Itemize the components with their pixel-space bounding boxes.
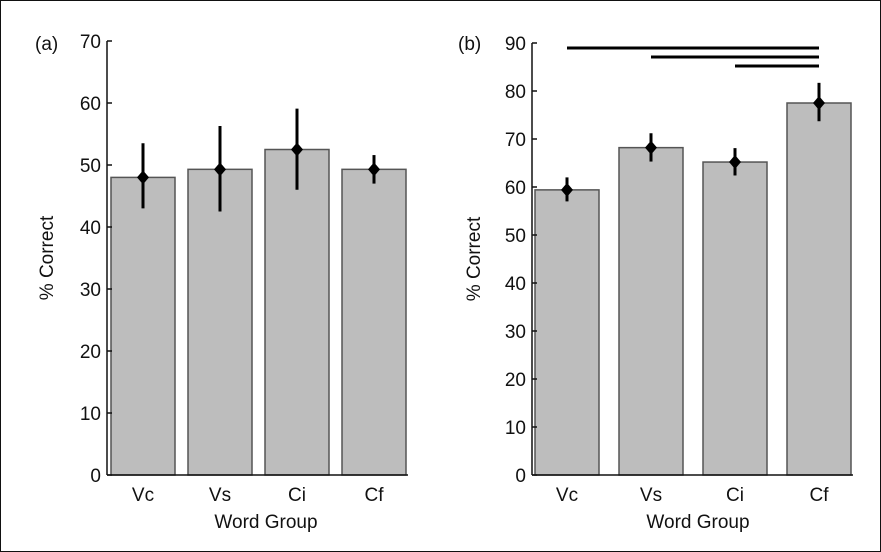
mean-marker (561, 182, 573, 197)
y-tick-label: 70 (80, 32, 101, 53)
y-tick-label: 0 (515, 466, 526, 487)
mean-marker (813, 96, 825, 110)
y-tick-label: 70 (505, 130, 526, 151)
y-tick-label: 10 (80, 404, 101, 425)
x-tick-label: Vs (209, 485, 231, 506)
mean-marker (368, 162, 380, 177)
y-tick-label: 60 (80, 94, 101, 115)
x-tick-label: Ci (726, 485, 744, 506)
y-tick-label: 0 (90, 466, 101, 487)
mean-marker (645, 140, 657, 155)
x-tick-label: Vc (132, 485, 154, 506)
y-tick-label: 90 (505, 34, 526, 55)
mean-marker (214, 162, 226, 177)
bar-vs (618, 146, 684, 476)
y-tick-label: 40 (80, 218, 101, 239)
y-tick-label: 40 (505, 274, 526, 295)
y-tick-label: 10 (505, 418, 526, 439)
bar-cf (786, 102, 852, 476)
y-tick-label: 30 (80, 280, 101, 301)
y-axis-label: % Correct (464, 216, 485, 301)
mean-marker (729, 155, 741, 170)
y-tick-label: 50 (505, 226, 526, 247)
mean-marker (137, 170, 149, 185)
bar-ci (702, 161, 768, 476)
bar-vc (110, 176, 176, 476)
bar-vc (534, 189, 600, 476)
x-tick-label: Cf (365, 485, 385, 506)
x-axis-label: Word Group (214, 512, 317, 533)
bar-vs (187, 168, 253, 476)
mean-marker (291, 142, 303, 157)
bar-ci (264, 148, 330, 476)
y-axis-label: % Correct (37, 215, 58, 300)
y-tick-label: 50 (80, 156, 101, 177)
x-tick-label: Ci (288, 485, 306, 506)
y-tick-label: 20 (80, 342, 101, 363)
y-tick-label: 60 (505, 178, 526, 199)
x-tick-label: Vc (556, 485, 578, 506)
x-tick-label: Cf (810, 485, 830, 506)
x-axis-label: Word Group (646, 512, 749, 533)
panel-label: (a) (35, 34, 58, 55)
x-tick-label: Vs (640, 485, 662, 506)
bar-cf (341, 168, 407, 476)
y-tick-label: 30 (505, 322, 526, 343)
panel-label: (b) (458, 34, 481, 55)
y-tick-label: 20 (505, 370, 526, 391)
y-tick-label: 80 (505, 82, 526, 103)
